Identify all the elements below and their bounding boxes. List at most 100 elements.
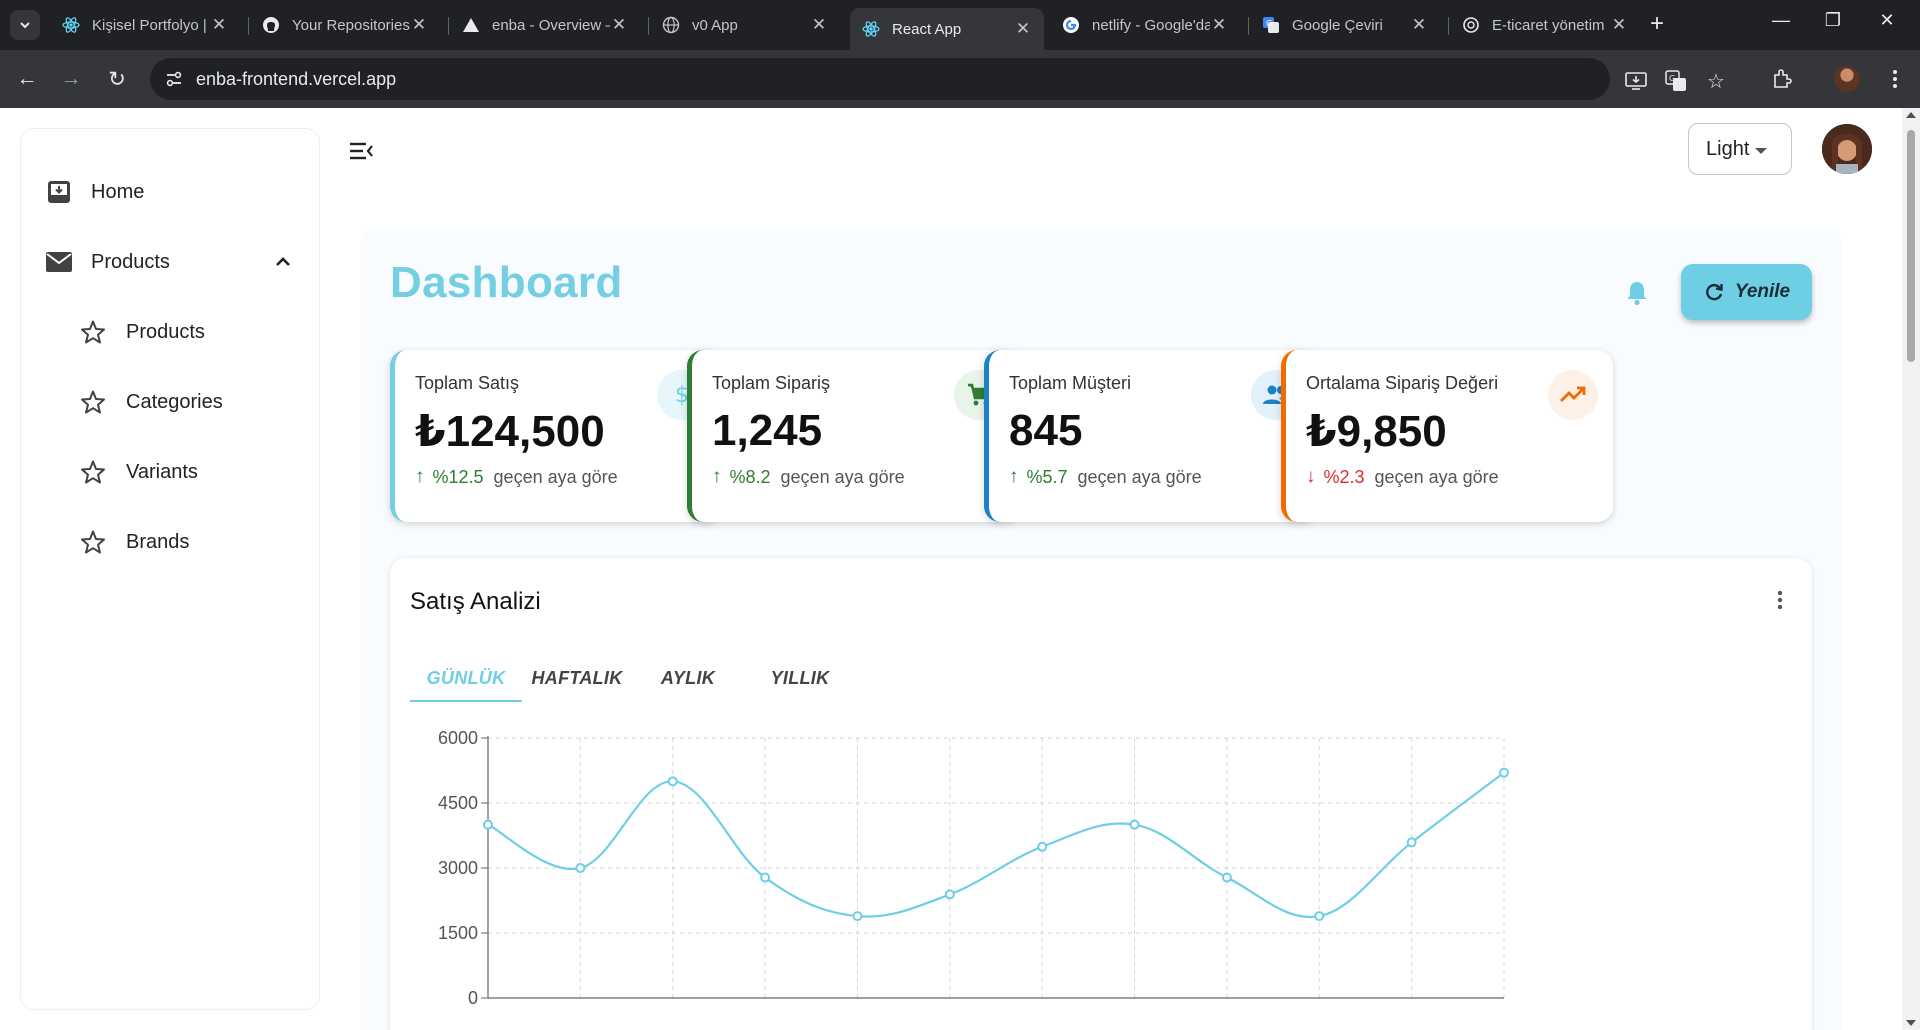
react-icon bbox=[862, 20, 880, 38]
sidebar-item-categories[interactable]: Categories bbox=[21, 377, 319, 427]
tab-daily[interactable]: GÜNLÜK bbox=[426, 667, 506, 688]
stat-card-avg-order-value: Ortalama Sipariş Değeri ₺9,850 ↓ %2.3 ge… bbox=[1281, 350, 1613, 522]
close-window-icon[interactable]: ✕ bbox=[1879, 10, 1895, 30]
arrow-down-icon: ↓ bbox=[1306, 466, 1316, 487]
svg-text:G: G bbox=[1266, 19, 1272, 28]
stat-trend: ↓ %2.3 geçen aya göre bbox=[1306, 466, 1499, 488]
reload-icon[interactable]: ↻ bbox=[108, 67, 126, 91]
page-scrollbar[interactable] bbox=[1902, 108, 1920, 1030]
scroll-up-icon[interactable] bbox=[1906, 112, 1916, 118]
data-point bbox=[667, 776, 678, 787]
tab-title: E-ticaret yönetim bbox=[1492, 16, 1605, 34]
url-text[interactable]: enba-frontend.vercel.app bbox=[196, 69, 397, 89]
new-tab-button[interactable]: + bbox=[1650, 10, 1665, 37]
address-bar[interactable]: enba-frontend.vercel.app G ☆ bbox=[150, 58, 1725, 100]
close-icon[interactable]: ✕ bbox=[411, 15, 427, 34]
sidebar-group-products[interactable]: Products bbox=[21, 237, 319, 287]
browser-tab-active[interactable]: React App ✕ bbox=[850, 8, 1044, 50]
tab-title: netlify - Google'da bbox=[1092, 16, 1210, 34]
user-avatar[interactable] bbox=[1822, 124, 1872, 174]
install-app-icon[interactable] bbox=[1624, 69, 1648, 93]
sidebar-item-variants[interactable]: Variants bbox=[21, 447, 319, 497]
stat-compare: geçen aya göre bbox=[493, 466, 618, 487]
stat-label: Toplam Müşteri bbox=[1009, 373, 1132, 393]
theme-select-value: Light bbox=[1706, 137, 1750, 160]
browser-tab[interactable]: Your Repositories ✕ bbox=[250, 6, 440, 44]
star-outline-icon bbox=[79, 388, 107, 416]
stat-trend: ↑ %5.7 geçen aya göre bbox=[1009, 466, 1202, 488]
chevron-down-icon bbox=[20, 22, 30, 29]
tab-yearly[interactable]: YILLIK bbox=[770, 667, 830, 688]
trending-up-icon bbox=[1548, 370, 1598, 420]
data-point bbox=[575, 863, 586, 873]
minimize-window-icon[interactable]: — bbox=[1772, 10, 1790, 30]
browser-tab[interactable]: netlify - Google'da ✕ bbox=[1050, 6, 1240, 44]
caret-down-icon bbox=[1755, 148, 1767, 154]
browser-tab[interactable]: G Google Çeviri ✕ bbox=[1250, 6, 1440, 44]
browser-tab[interactable]: Kişisel Portfolyo | ✕ bbox=[50, 6, 240, 44]
back-arrow-icon[interactable]: ← bbox=[16, 67, 38, 90]
restore-window-icon[interactable]: ❐ bbox=[1824, 10, 1842, 30]
refresh-button[interactable]: Yenile bbox=[1681, 264, 1812, 320]
refresh-icon bbox=[1705, 284, 1723, 301]
inbox-icon bbox=[45, 178, 73, 206]
tab-title: Kişisel Portfolyo | bbox=[92, 16, 207, 34]
chevron-up-icon[interactable] bbox=[271, 250, 295, 274]
data-point bbox=[852, 911, 863, 922]
scrollbar-thumb[interactable] bbox=[1907, 130, 1915, 362]
extensions-icon[interactable] bbox=[1767, 64, 1797, 94]
y-tick-label: 0 bbox=[468, 988, 478, 1008]
close-icon[interactable]: ✕ bbox=[811, 15, 827, 34]
stat-label: Toplam Sipariş bbox=[712, 373, 831, 393]
site-settings-icon[interactable] bbox=[164, 69, 184, 89]
close-icon[interactable]: ✕ bbox=[1015, 19, 1031, 38]
tab-title: React App bbox=[892, 20, 962, 38]
data-point bbox=[1314, 911, 1325, 922]
more-vert-icon[interactable] bbox=[1768, 588, 1792, 612]
data-point bbox=[760, 872, 771, 883]
theme-select[interactable]: Light bbox=[1688, 123, 1792, 175]
browser-tab[interactable]: enba - Overview – ✕ bbox=[450, 6, 640, 44]
browser-toolbar: ← → ↻ enba-frontend.vercel.app G ☆ bbox=[0, 50, 1920, 108]
stat-value: ₺9,850 bbox=[1306, 407, 1447, 456]
bell-icon[interactable] bbox=[1622, 278, 1652, 308]
data-point bbox=[1037, 841, 1048, 852]
scroll-down-icon[interactable] bbox=[1906, 1020, 1916, 1026]
more-vert-icon[interactable] bbox=[1880, 64, 1910, 94]
tab-title: enba - Overview – bbox=[492, 16, 610, 34]
active-tab-indicator bbox=[410, 700, 522, 702]
menu-collapse-icon[interactable] bbox=[346, 136, 376, 166]
app-viewport: Home Products Products Categories Varian… bbox=[0, 108, 1902, 1030]
google-icon bbox=[1062, 16, 1080, 34]
card-title: Satış Analizi bbox=[410, 588, 541, 615]
sidebar-item-label: Brands bbox=[126, 530, 190, 553]
tab-monthly[interactable]: AYLIK bbox=[660, 667, 716, 688]
tab-title: Your Repositories bbox=[292, 16, 410, 34]
react-icon bbox=[62, 16, 80, 34]
close-icon[interactable]: ✕ bbox=[611, 15, 627, 34]
close-icon[interactable]: ✕ bbox=[1211, 15, 1227, 34]
sidebar-item-home[interactable]: Home bbox=[21, 167, 319, 217]
stat-change: %5.7 bbox=[1026, 466, 1068, 487]
translate-page-icon[interactable]: G bbox=[1664, 69, 1688, 93]
close-icon[interactable]: ✕ bbox=[1411, 15, 1427, 34]
bookmark-star-icon[interactable]: ☆ bbox=[1707, 70, 1725, 93]
browser-tab[interactable]: E-ticaret yönetim ✕ bbox=[1450, 6, 1640, 44]
data-point bbox=[944, 889, 955, 900]
stat-compare: geçen aya göre bbox=[1077, 466, 1202, 487]
sidebar: Home Products Products Categories Varian… bbox=[20, 128, 320, 1010]
browser-tab[interactable]: v0 App ✕ bbox=[650, 6, 840, 44]
forward-arrow-icon[interactable]: → bbox=[60, 67, 82, 90]
y-tick-label: 3000 bbox=[438, 858, 478, 878]
profile-avatar[interactable] bbox=[1834, 66, 1860, 92]
stat-card-total-customers: Toplam Müşteri 845 ↑ %5.7 geçen aya göre bbox=[984, 350, 1316, 522]
sidebar-item-brands[interactable]: Brands bbox=[21, 517, 319, 567]
stat-change: %2.3 bbox=[1323, 466, 1365, 487]
close-icon[interactable]: ✕ bbox=[1611, 15, 1627, 34]
tab-search-button[interactable] bbox=[10, 10, 40, 40]
data-point bbox=[1499, 767, 1509, 778]
sidebar-item-products[interactable]: Products bbox=[21, 307, 319, 357]
close-icon[interactable]: ✕ bbox=[211, 15, 227, 34]
tab-title: Google Çeviri bbox=[1292, 16, 1383, 34]
tab-weekly[interactable]: HAFTALIK bbox=[531, 667, 623, 688]
